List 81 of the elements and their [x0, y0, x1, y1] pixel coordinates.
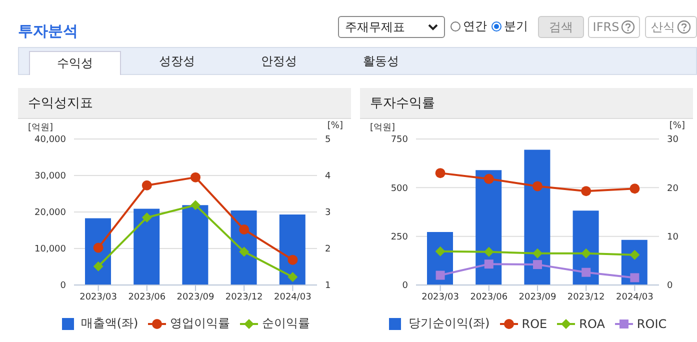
text: IFRS [588, 16, 640, 38]
x-tick-label: 2023/03 [422, 292, 459, 302]
y-tick-label: 0 [60, 281, 66, 292]
legend-label: 영업이익률 [170, 315, 230, 332]
point [533, 260, 542, 270]
y-tick-label: 10,000 [34, 244, 66, 255]
y-axis-title: [억원] [28, 122, 54, 134]
text: 투자분석 [18, 22, 78, 41]
y-tick-label: 500 [390, 184, 408, 194]
legend-label: ROE [522, 316, 548, 330]
text: 검색 [538, 16, 584, 38]
y2-tick-label: 3 [325, 208, 331, 218]
legend-label: ROIC [636, 316, 667, 330]
x-tick-label: 2024/03 [274, 292, 312, 302]
bar [182, 205, 208, 285]
text: 분기 [504, 18, 528, 35]
point [190, 200, 200, 210]
x-tick-label: 2023/03 [80, 292, 117, 302]
y-tick-label: 750 [390, 135, 408, 146]
legend-label: 순이익률 [262, 315, 310, 332]
text: 연간 [463, 18, 487, 35]
point [239, 246, 250, 257]
y-tick-label: 30,000 [34, 172, 66, 182]
legend-label: 매출액(좌) [80, 315, 138, 332]
x-tick-label: 2023/09 [518, 292, 556, 302]
point [582, 268, 591, 277]
point [435, 246, 446, 256]
text: 성장성 [158, 52, 196, 70]
y2-axis-title: [%] [669, 121, 685, 131]
y2-tick-label: 1 [325, 281, 331, 292]
y2-axis-title: [%] [327, 121, 343, 131]
chart-title: 수익성지표 [18, 88, 351, 119]
text: 산식 [645, 16, 697, 38]
y2-tick-label: 10 [667, 232, 679, 243]
text: 활동성 [362, 52, 400, 70]
point [190, 172, 200, 182]
bar [279, 214, 306, 285]
chart-title: 투자수익률 [360, 88, 693, 119]
y2-tick-label: 4 [325, 172, 331, 182]
point [484, 246, 494, 257]
point [484, 260, 494, 269]
point [581, 186, 592, 196]
point [288, 254, 298, 265]
point [532, 181, 542, 192]
point [93, 261, 104, 272]
y2-tick-label: 2 [325, 244, 331, 255]
x-tick-label: 2023/06 [128, 292, 166, 302]
y-tick-label: 40,000 [34, 135, 66, 146]
x-tick-label: 2023/09 [176, 292, 214, 302]
legend-label: ROA [579, 316, 605, 330]
point [630, 184, 640, 194]
y-tick-label: 0 [402, 281, 408, 292]
point [142, 180, 152, 190]
point [532, 248, 542, 258]
point [288, 272, 298, 282]
y-tick-label: 250 [390, 232, 408, 243]
x-tick-label: 2023/06 [470, 292, 508, 302]
y2-tick-label: 0 [667, 281, 673, 292]
point [630, 250, 640, 260]
text: 주재무제표 [345, 18, 405, 36]
y2-tick-label: 5 [325, 135, 331, 146]
y-tick-label: 20,000 [34, 208, 66, 218]
x-tick-label: 2023/12 [225, 292, 263, 302]
bar [134, 208, 160, 285]
point [581, 248, 592, 258]
point [484, 174, 494, 184]
bar [524, 150, 550, 285]
point [239, 224, 250, 235]
text: 수익성 [29, 51, 121, 75]
text: 안정성 [260, 52, 298, 70]
point [435, 168, 446, 178]
y2-tick-label: 20 [667, 184, 679, 194]
legend-label: 당기순이익(좌) [408, 315, 490, 332]
y2-tick-label: 30 [667, 135, 679, 146]
point [93, 242, 104, 253]
point [142, 212, 152, 222]
y-axis-title: [억원] [370, 122, 396, 134]
x-tick-label: 2023/12 [567, 292, 605, 302]
x-tick-label: 2024/03 [616, 292, 654, 302]
point [436, 270, 445, 280]
point [630, 273, 640, 282]
